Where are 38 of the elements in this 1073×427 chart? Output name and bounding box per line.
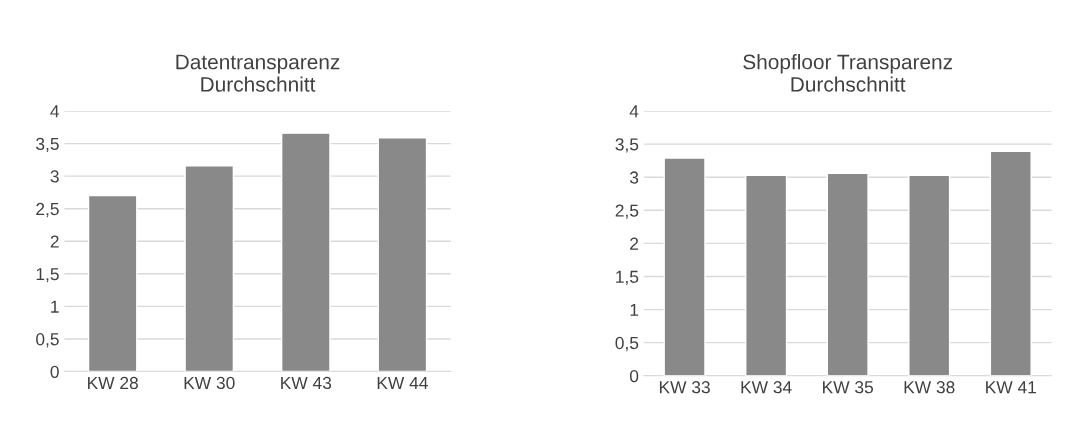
bar: [663, 157, 706, 376]
y-tick-label: 2: [50, 235, 59, 248]
chart-title: Datentransparenz Durchschnitt: [176, 54, 340, 92]
y-tick-label: 2,5: [615, 204, 639, 219]
y-tick-label: 0,5: [615, 336, 639, 352]
y-tick-label: 0,5: [36, 333, 59, 348]
bar: [280, 132, 331, 372]
y-tick-label: 3,5: [615, 138, 639, 153]
bar: [745, 174, 788, 376]
y-tick-label: 3,5: [36, 137, 59, 153]
x-tick-label: KW 44: [377, 376, 428, 389]
y-tick-label: 1,5: [36, 268, 59, 283]
y-tick-label: 0: [629, 369, 639, 383]
y-tick-label: 2: [630, 237, 639, 250]
y-tick-label: 3: [50, 170, 59, 183]
x-tick-label: KW 30: [184, 376, 235, 390]
bar: [826, 172, 869, 376]
x-tick-label: KW 28: [88, 376, 138, 390]
bar: [989, 150, 1032, 376]
y-tick-label: 2,5: [36, 202, 59, 218]
y-tick-label: 4: [50, 105, 60, 118]
x-tick-label: KW 38: [904, 381, 955, 394]
y-tick-label: 3: [629, 171, 639, 184]
bar: [377, 137, 428, 372]
x-tick-label: KW 41: [986, 381, 1036, 394]
x-tick-label: KW 34: [741, 381, 792, 394]
x-tick-label: KW 35: [823, 381, 873, 394]
bar: [87, 194, 138, 372]
y-tick-label: 4: [629, 105, 639, 118]
y-tick-label: 1,5: [616, 270, 639, 285]
y-tick-label: 1: [51, 300, 59, 313]
bar: [908, 174, 951, 376]
x-tick-label: KW 33: [659, 381, 710, 394]
x-tick-label: KW 43: [281, 376, 332, 390]
chart-title: Shopfloor Transparenz Durchschnitt: [743, 54, 953, 92]
bar: [184, 165, 235, 372]
y-tick-label: 1: [630, 303, 639, 316]
y-tick-label: 0: [50, 365, 59, 378]
